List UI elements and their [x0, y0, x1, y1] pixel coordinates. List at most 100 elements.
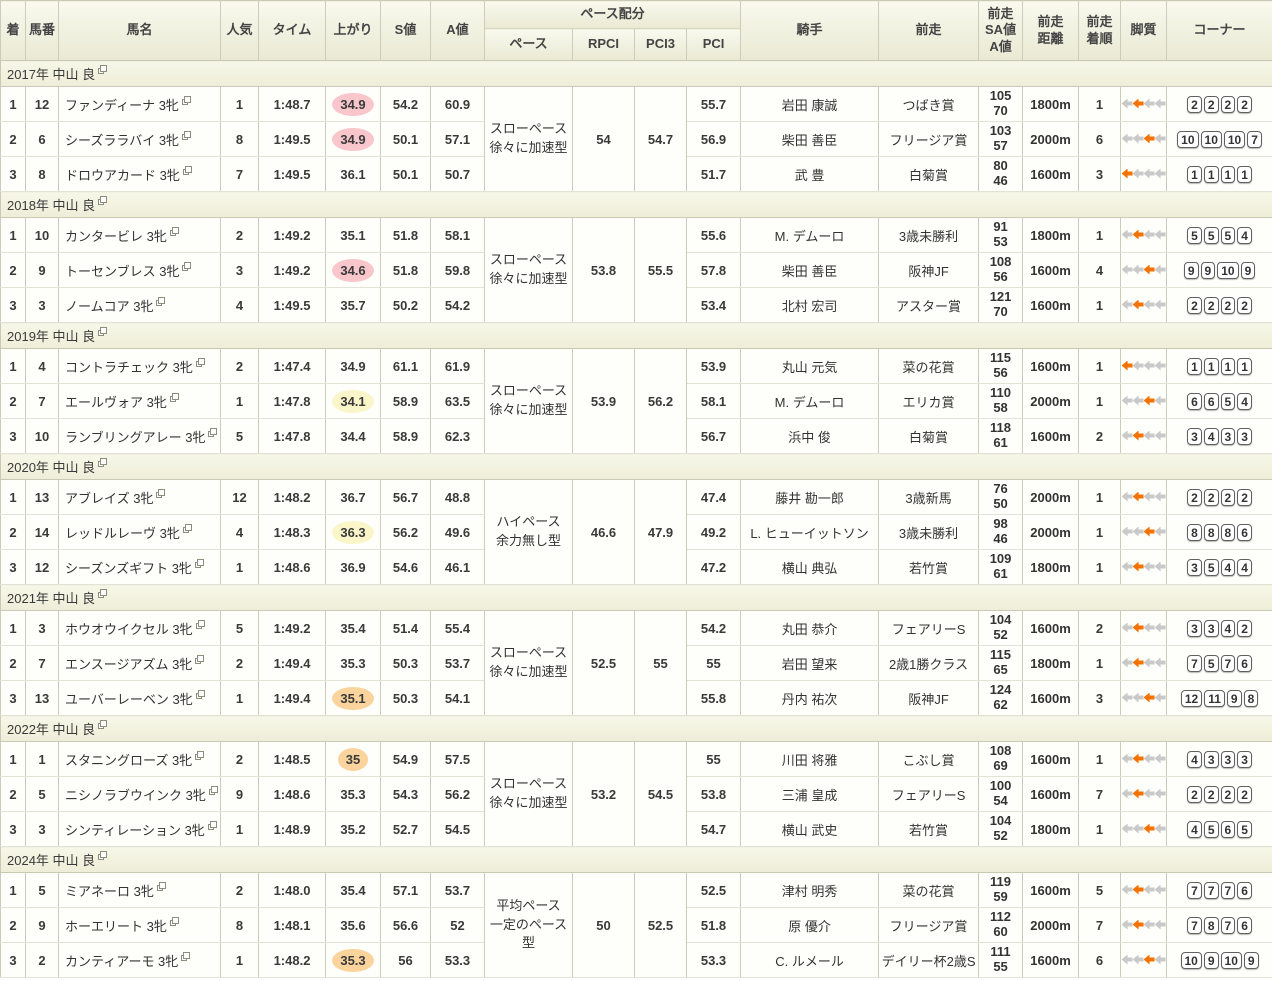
previous-distance: 2000m [1022, 514, 1080, 550]
horse-name-link[interactable]: ミアネーロ 3牝 [65, 883, 154, 899]
running-style-indicator [1120, 776, 1168, 812]
horse-name-link[interactable]: エールヴォア 3牝 [65, 394, 167, 410]
popup-window-icon[interactable] [208, 785, 218, 795]
horse-name-link[interactable]: トーセンブレス 3牝 [65, 263, 180, 279]
running-style-active-arrow-icon [1143, 395, 1155, 406]
popup-window-icon[interactable] [182, 261, 192, 271]
popup-window-icon[interactable] [195, 654, 205, 664]
time-value: 1:49.5 [258, 287, 326, 323]
popup-window-icon[interactable] [194, 558, 204, 568]
popup-window-icon[interactable] [195, 750, 205, 760]
horse-name-link[interactable]: ファンディーナ 3牝 [65, 97, 179, 113]
pci-value: 57.8 [685, 252, 742, 288]
running-style-indicator [1120, 287, 1168, 323]
race-result-row: 2 5 ニシノラブウインク 3牝 9 1:48.6 35.3 54.3 56.2… [0, 776, 1272, 812]
popup-window-icon[interactable] [169, 392, 179, 402]
horse-name-link[interactable]: ホウオウイクセル 3牝 [65, 621, 193, 637]
popup-window-icon[interactable] [98, 458, 108, 467]
horse-name-link[interactable]: カンタービレ 3牝 [65, 228, 167, 244]
previous-distance: 1600m [1022, 680, 1080, 716]
horse-name-link[interactable]: ニシノラブウインク 3牝 [65, 787, 206, 803]
agari-value: 34.9 [332, 127, 374, 151]
jockey-name: 原 優介 [740, 907, 880, 943]
horse-name-link[interactable]: レッドルレーヴ 3牝 [65, 525, 180, 541]
horse-name-link[interactable]: スタニングローズ 3牝 [65, 752, 193, 768]
horse-name-link[interactable]: ランブリングアレー 3牝 [65, 429, 206, 445]
corner-position-box: 4 [1187, 750, 1202, 768]
popup-window-icon[interactable] [156, 296, 166, 306]
popup-window-icon[interactable] [195, 689, 205, 699]
previous-finish-position: 5 [1078, 872, 1122, 908]
race-result-row: 2 9 ホーエリート 3牝 8 1:48.1 35.6 56.6 52 51.8… [0, 907, 1272, 943]
horse-number: 10 [25, 217, 59, 253]
popup-window-icon[interactable] [182, 130, 192, 140]
jockey-name: 津村 明秀 [740, 872, 880, 908]
popup-window-icon[interactable] [195, 619, 205, 629]
popularity-value: 2 [220, 741, 259, 777]
previous-sa-value: 80 [993, 158, 1008, 174]
jockey-name: 丹内 祐次 [740, 680, 880, 716]
popup-window-icon[interactable] [98, 589, 108, 598]
popup-window-icon[interactable] [182, 165, 192, 175]
corner-position-box: 12 [1180, 689, 1203, 707]
s-value: 52.7 [380, 811, 431, 847]
corner-position-box: 1 [1187, 357, 1202, 375]
popup-window-icon[interactable] [98, 327, 108, 336]
pace-type: スローペース 徐々に加速型 [484, 217, 573, 323]
horse-name-link[interactable]: エンスージアズム 3牝 [65, 656, 193, 672]
time-value: 1:49.2 [258, 610, 326, 646]
col-header-rpci: RPCI [572, 28, 635, 61]
corner-position-box: 3 [1203, 750, 1219, 768]
agari-cell: 34.1 [325, 383, 381, 419]
popup-window-icon[interactable] [169, 226, 179, 236]
popup-window-icon[interactable] [207, 820, 217, 830]
popup-window-icon[interactable] [156, 881, 166, 891]
col-header-corner: コーナー [1166, 0, 1272, 61]
horse-number: 8 [25, 156, 59, 192]
popup-window-icon[interactable] [181, 951, 191, 961]
horse-name-link[interactable]: ホーエリート 3牝 [65, 918, 167, 934]
year-section-header: 2017年 中山 良 [0, 60, 1272, 87]
horse-name-link[interactable]: ドロウアカード 3牝 [65, 167, 180, 183]
corner-position-box: 10 [1180, 951, 1202, 969]
previous-sa-value: 100 [989, 778, 1012, 794]
a-value: 49.6 [430, 514, 485, 550]
a-value: 59.8 [430, 252, 485, 288]
popup-window-icon[interactable] [98, 65, 108, 74]
popup-window-icon[interactable] [169, 916, 179, 926]
popup-window-icon[interactable] [195, 357, 205, 367]
col-header-pci3: PCI3 [634, 28, 687, 61]
finish-position: 2 [0, 383, 26, 419]
running-style-arrow-icon [1132, 692, 1144, 703]
popup-window-icon[interactable] [181, 95, 191, 105]
horse-name-link[interactable]: シーズンズギフト 3牝 [65, 560, 192, 576]
popup-window-icon[interactable] [182, 523, 192, 533]
horse-name-link[interactable]: シンティレーション 3牝 [65, 822, 205, 838]
s-value: 50.2 [380, 287, 431, 323]
horse-name-link[interactable]: シーズララバイ 3牝 [65, 132, 180, 148]
horse-number: 7 [25, 383, 59, 419]
popup-window-icon[interactable] [98, 720, 108, 729]
horse-name-link[interactable]: アブレイズ 3牝 [65, 490, 154, 506]
pci3-value: 55 [634, 610, 687, 716]
popup-window-icon[interactable] [98, 196, 108, 205]
agari-value: 35.3 [340, 786, 366, 802]
agari-cell: 36.7 [325, 479, 381, 515]
horse-name-link[interactable]: コントラチェック 3牝 [65, 359, 193, 375]
horse-name-link[interactable]: カンティアーモ 3牝 [65, 953, 179, 969]
previous-race-name: 白菊賞 [878, 418, 980, 454]
popup-window-icon[interactable] [156, 488, 166, 498]
previous-sa-value: 104 [989, 612, 1012, 628]
popup-window-icon[interactable] [98, 851, 108, 860]
corner-position-box: 2 [1220, 785, 1236, 803]
popularity-value: 4 [220, 287, 259, 323]
horse-name-link[interactable]: ユーバーレーベン 3牝 [65, 691, 193, 707]
race-result-row: 3 10 ランブリングアレー 3牝 5 1:47.8 34.4 58.9 62.… [0, 418, 1272, 454]
popup-window-icon[interactable] [208, 427, 218, 437]
previous-finish-position: 3 [1078, 156, 1122, 192]
horse-name-link[interactable]: ノームコア 3牝 [65, 298, 154, 314]
horse-number: 1 [25, 741, 59, 777]
